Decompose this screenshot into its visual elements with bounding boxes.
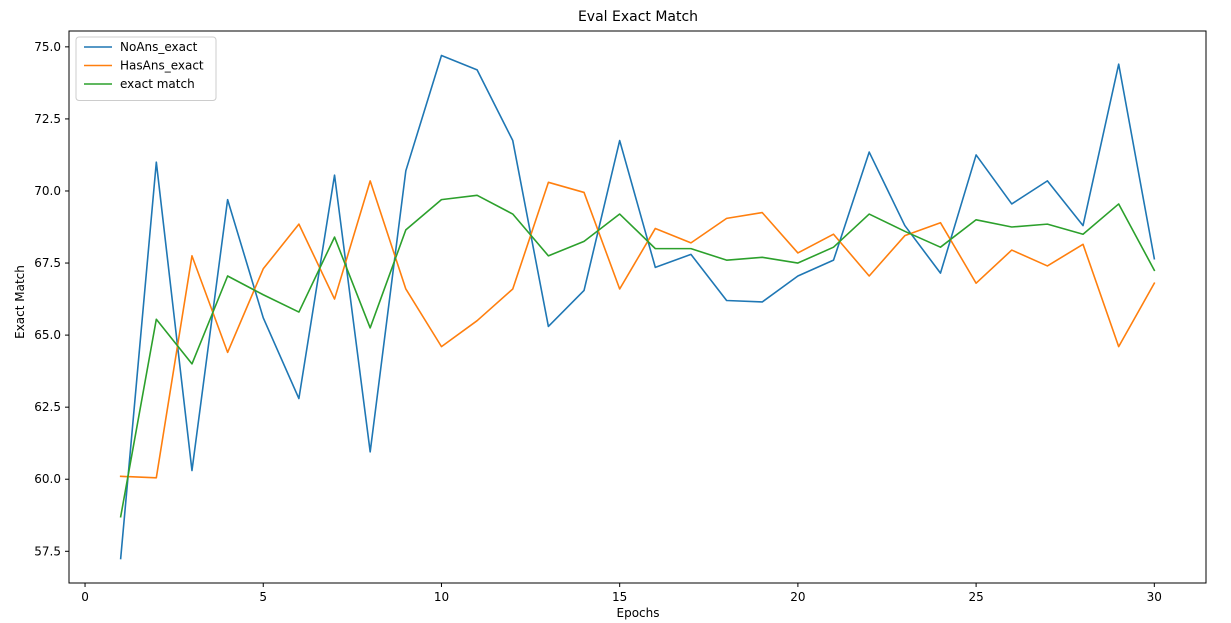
x-tick-label: 25 — [968, 590, 983, 604]
y-tick-label: 75.0 — [34, 40, 61, 54]
x-tick-label: 15 — [612, 590, 627, 604]
y-axis-label: Exact Match — [13, 265, 27, 339]
plot-frame — [68, 30, 1207, 584]
y-tick-label: 62.5 — [34, 400, 61, 414]
series-group — [119, 54, 1156, 560]
legend-label-hasans-exact: HasAns_exact — [120, 59, 204, 73]
legend-label-noans-exact: NoAns_exact — [120, 40, 198, 54]
legend-label-exact-match: exact match — [120, 77, 195, 91]
series-line-noans-exact — [119, 54, 1156, 560]
y-tick-label: 65.0 — [34, 328, 61, 342]
series-line-exact-match — [119, 194, 1156, 518]
plot-area — [68, 30, 1207, 584]
y-tick-label: 57.5 — [34, 544, 61, 558]
x-axis: 0 5 10 15 20 25 30 — [81, 583, 1162, 604]
y-tick-label: 60.0 — [34, 472, 61, 486]
y-tick-label: 72.5 — [34, 112, 61, 126]
x-tick-label: 30 — [1147, 590, 1162, 604]
y-tick-label: 70.0 — [34, 184, 61, 198]
chart-title: Eval Exact Match — [578, 9, 698, 25]
y-axis: 57.5 60.0 62.5 65.0 67.5 70.0 72.5 75.0 — [34, 40, 69, 558]
x-axis-label: Epochs — [617, 606, 660, 620]
x-tick-label: 0 — [81, 590, 89, 604]
x-tick-label: 10 — [434, 590, 449, 604]
y-tick-label: 67.5 — [34, 256, 61, 270]
series-line-hasans-exact — [119, 180, 1156, 479]
x-tick-label: 20 — [790, 590, 805, 604]
x-tick-label: 5 — [259, 590, 267, 604]
